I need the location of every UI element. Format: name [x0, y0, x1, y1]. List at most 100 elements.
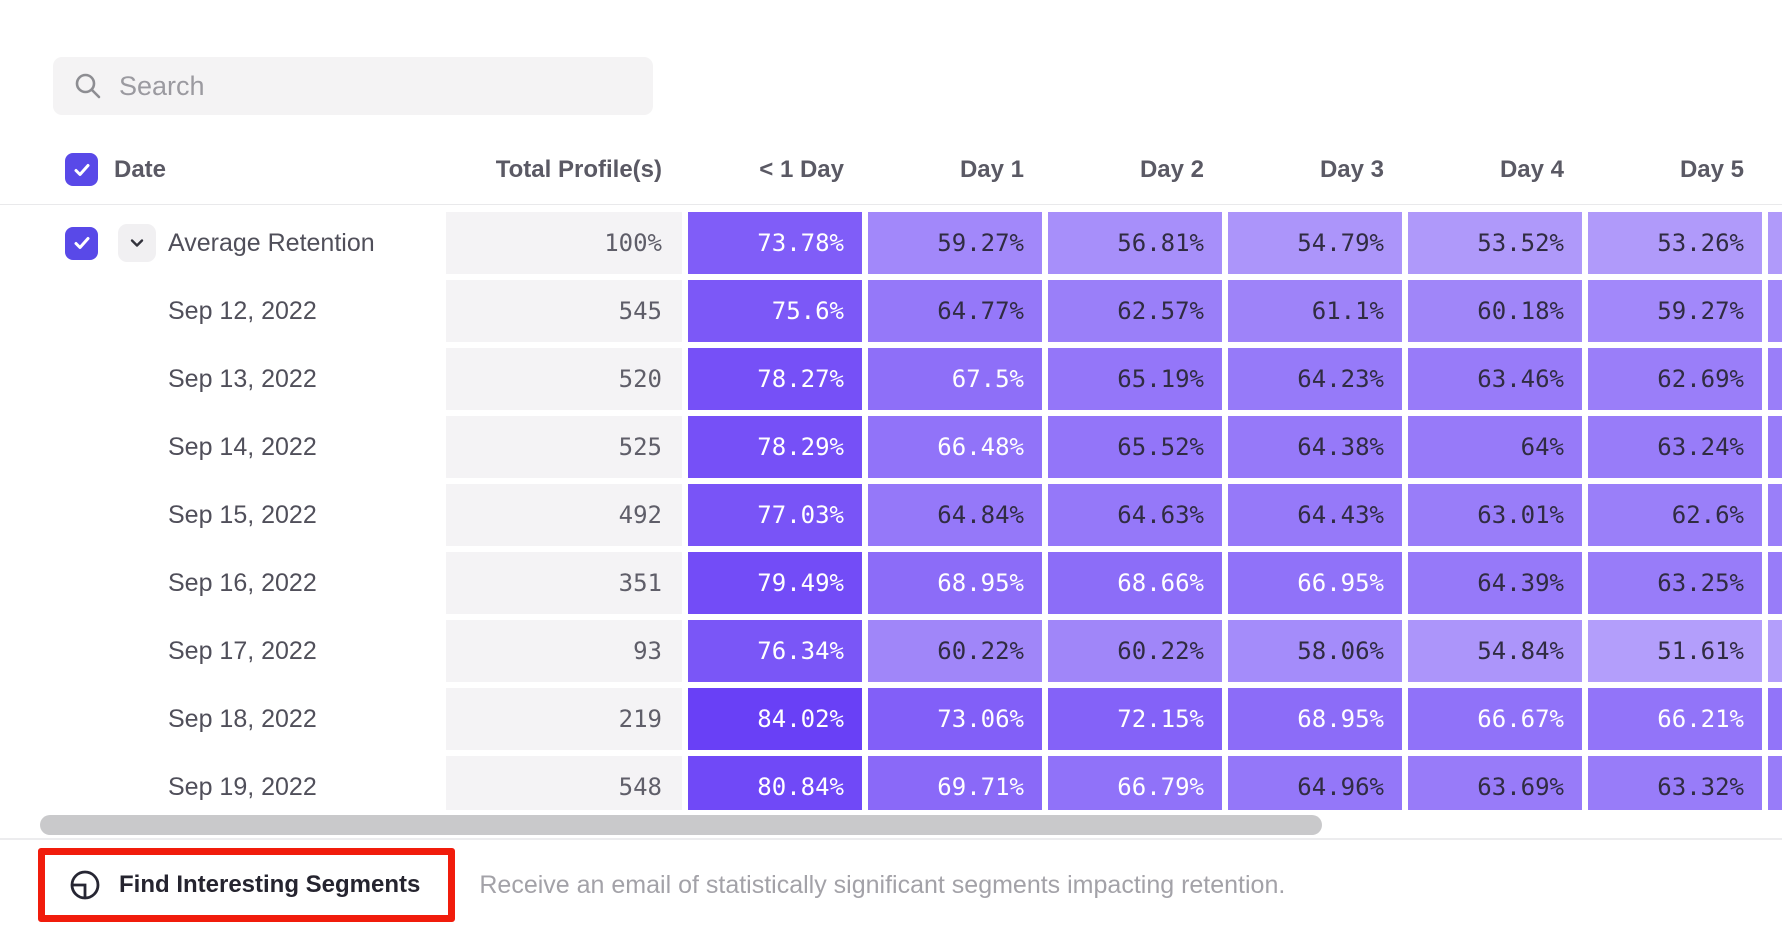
retention-cell[interactable]: 58.06% — [1228, 620, 1402, 682]
retention-cell[interactable]: 56.81% — [1048, 212, 1222, 274]
retention-cell[interactable]: 75.6% — [688, 280, 862, 342]
retention-cell[interactable]: 73.78% — [688, 212, 862, 274]
retention-cell[interactable]: 66.21% — [1588, 688, 1762, 750]
retention-cell[interactable]: 64.96% — [1228, 756, 1402, 810]
table-row: Sep 15, 2022 492 77.03% 64.84% 64.63% 64.43% 6… — [0, 484, 1782, 546]
retention-cell[interactable]: 64.63% — [1048, 484, 1222, 546]
select-all-checkbox[interactable] — [65, 153, 98, 186]
retention-cell[interactable]: 68.95% — [1228, 688, 1402, 750]
retention-cell[interactable]: 66.67% — [1408, 688, 1582, 750]
footer-description: Receive an email of statistically signif… — [479, 870, 1286, 899]
total-profiles-cell: 219 — [446, 688, 682, 750]
retention-cell[interactable]: 60.22% — [1048, 620, 1222, 682]
row-checkbox[interactable] — [65, 226, 98, 260]
retention-cell[interactable]: 77.03% — [688, 484, 862, 546]
retention-cell[interactable]: 68.95% — [868, 552, 1042, 614]
retention-cell[interactable]: 64.84% — [868, 484, 1042, 546]
row-label-cell: Sep 16, 2022 — [0, 552, 440, 614]
retention-cell[interactable]: 63.46% — [1408, 348, 1582, 410]
table-row-average-retention: Average Retention 100% 73.78% 59.27% 56.81% 5… — [0, 212, 1782, 274]
retention-cell[interactable]: 64.23% — [1228, 348, 1402, 410]
retention-cell[interactable]: 80.84% — [688, 756, 862, 810]
table-body: Average Retention 100% 73.78% 59.27% 56.81% 5… — [0, 212, 1782, 810]
retention-cell-partial[interactable] — [1768, 756, 1782, 810]
retention-cell[interactable]: 53.52% — [1408, 212, 1582, 274]
row-label: Sep 17, 2022 — [168, 636, 317, 665]
search-input[interactable] — [119, 70, 633, 102]
segment-icon — [70, 870, 100, 900]
find-interesting-segments-label: Find Interesting Segments — [119, 871, 421, 898]
retention-cell[interactable]: 60.22% — [868, 620, 1042, 682]
retention-cell[interactable]: 76.34% — [688, 620, 862, 682]
retention-cell[interactable]: 63.25% — [1588, 552, 1762, 614]
retention-cell[interactable]: 64.39% — [1408, 552, 1582, 614]
table-row: Sep 13, 2022 520 78.27% 67.5% 65.19% 64.23% 63… — [0, 348, 1782, 410]
row-label-cell: Sep 19, 2022 — [0, 756, 440, 810]
retention-cell[interactable]: 79.49% — [688, 552, 862, 614]
row-label: Average Retention — [168, 228, 375, 257]
retention-cell-partial[interactable] — [1768, 280, 1782, 342]
retention-cell-partial[interactable] — [1768, 484, 1782, 546]
retention-cell[interactable]: 62.69% — [1588, 348, 1762, 410]
retention-cell[interactable]: 78.29% — [688, 416, 862, 478]
retention-cell[interactable]: 54.84% — [1408, 620, 1582, 682]
row-label: Sep 13, 2022 — [168, 364, 317, 393]
total-profiles-cell: 351 — [446, 552, 682, 614]
retention-cell[interactable]: 63.24% — [1588, 416, 1762, 478]
chevron-down-icon — [130, 239, 144, 247]
retention-cell[interactable]: 66.79% — [1048, 756, 1222, 810]
retention-cell[interactable]: 65.19% — [1048, 348, 1222, 410]
retention-cell[interactable]: 61.1% — [1228, 280, 1402, 342]
retention-cell[interactable]: 64.38% — [1228, 416, 1402, 478]
find-interesting-segments-button[interactable]: Find Interesting Segments — [45, 855, 449, 915]
retention-cell-partial[interactable] — [1768, 688, 1782, 750]
retention-cell[interactable]: 65.52% — [1048, 416, 1222, 478]
table-row: Sep 14, 2022 525 78.29% 66.48% 65.52% 64.38% 6… — [0, 416, 1782, 478]
retention-cell-partial[interactable] — [1768, 416, 1782, 478]
total-profiles-cell: 93 — [446, 620, 682, 682]
retention-cell-partial[interactable] — [1768, 348, 1782, 410]
retention-cell[interactable]: 68.66% — [1048, 552, 1222, 614]
retention-cell-partial[interactable] — [1768, 552, 1782, 614]
search-box[interactable] — [53, 57, 653, 115]
column-header-date: Date — [114, 155, 167, 183]
retention-cell[interactable]: 51.61% — [1588, 620, 1762, 682]
retention-cell[interactable]: 78.27% — [688, 348, 862, 410]
retention-cell[interactable]: 59.27% — [868, 212, 1042, 274]
retention-cell[interactable]: 60.18% — [1408, 280, 1582, 342]
retention-cell[interactable]: 63.69% — [1408, 756, 1582, 810]
retention-cell[interactable]: 66.48% — [868, 416, 1042, 478]
row-label: Sep 16, 2022 — [168, 568, 317, 597]
retention-cell[interactable]: 72.15% — [1048, 688, 1222, 750]
retention-cell-partial[interactable] — [1768, 620, 1782, 682]
retention-cell[interactable]: 53.26% — [1588, 212, 1762, 274]
retention-cell[interactable]: 66.95% — [1228, 552, 1402, 614]
column-header-lt-1-day: < 1 Day — [759, 155, 844, 183]
retention-cell[interactable]: 73.06% — [868, 688, 1042, 750]
annotation-highlight-box: Find Interesting Segments — [38, 848, 456, 922]
column-header-day-1: Day 1 — [959, 155, 1024, 183]
retention-cell[interactable]: 84.02% — [688, 688, 862, 750]
check-icon — [74, 237, 89, 249]
row-label: Sep 18, 2022 — [168, 704, 317, 733]
retention-cell[interactable]: 69.71% — [868, 756, 1042, 810]
retention-cell[interactable]: 54.79% — [1228, 212, 1402, 274]
retention-cell-partial[interactable] — [1768, 212, 1782, 274]
retention-cell[interactable]: 59.27% — [1588, 280, 1762, 342]
horizontal-scrollbar-thumb[interactable] — [40, 815, 1322, 835]
retention-cell[interactable]: 64% — [1408, 416, 1582, 478]
total-profiles-cell: 492 — [446, 484, 682, 546]
retention-cell[interactable]: 63.01% — [1408, 484, 1582, 546]
retention-cell[interactable]: 64.77% — [868, 280, 1042, 342]
retention-cell[interactable]: 62.6% — [1588, 484, 1762, 546]
total-profiles-cell: 525 — [446, 416, 682, 478]
total-profiles-cell: 100% — [446, 212, 682, 274]
retention-cell[interactable]: 67.5% — [868, 348, 1042, 410]
retention-cell[interactable]: 62.57% — [1048, 280, 1222, 342]
horizontal-scrollbar-track[interactable] — [0, 815, 1782, 835]
retention-cell[interactable]: 64.43% — [1228, 484, 1402, 546]
expand-row-button[interactable] — [118, 224, 156, 262]
table-row: Sep 19, 2022 548 80.84% 69.71% 66.79% 64.96% 6… — [0, 756, 1782, 810]
retention-cell[interactable]: 63.32% — [1588, 756, 1762, 810]
